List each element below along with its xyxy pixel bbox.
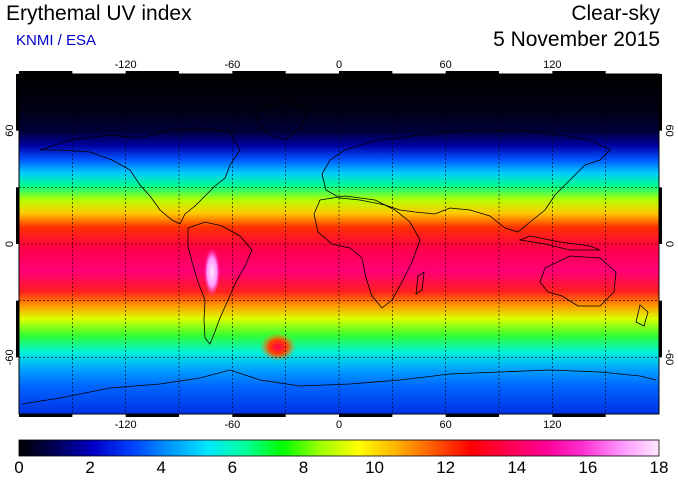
frame-tick-bottom — [552, 414, 606, 417]
longitude-label: -120 — [115, 419, 137, 431]
latitude-label: -60 — [4, 349, 16, 365]
longitude-label: 60 — [440, 59, 452, 71]
frame-tick-bottom — [19, 414, 73, 417]
latitude-label: -60 — [663, 349, 675, 365]
coast-madagascar — [415, 271, 425, 295]
colorbar-label: 18 — [650, 458, 669, 477]
coast-africa — [313, 195, 421, 309]
frame-tick-left — [16, 74, 19, 131]
latitude-labels-right: 60 0 -60 — [663, 125, 675, 366]
colorbar-label: 0 — [14, 458, 23, 477]
frame-tick-top — [339, 71, 393, 74]
uv-peak-andes — [204, 248, 220, 296]
frame-tick-bottom — [339, 414, 393, 417]
frame-tick-top — [125, 71, 179, 74]
longitude-labels-bottom: -120 -60 0 60 120 — [115, 419, 562, 431]
colorbar-label: 4 — [156, 458, 165, 477]
frame-tick-bottom — [232, 414, 286, 417]
colorbar-labels: 0 2 4 6 8 10 12 14 16 18 — [14, 458, 668, 477]
graticule — [19, 74, 659, 414]
coastlines — [21, 101, 657, 405]
frame-ticks — [16, 71, 662, 417]
colorbar-label: 6 — [228, 458, 237, 477]
longitude-label: 0 — [336, 59, 342, 71]
frame-tick-top — [19, 71, 73, 74]
frame-tick-bottom — [125, 414, 179, 417]
frame-tick-left — [16, 187, 19, 244]
frame-tick-top — [445, 71, 499, 74]
map-date: 5 November 2015 — [493, 28, 660, 51]
frame-tick-right — [659, 187, 662, 244]
coast-antarctica — [21, 369, 657, 405]
longitude-label: -60 — [224, 59, 240, 71]
map-frame — [18, 73, 660, 415]
colorbar-label: 2 — [85, 458, 94, 477]
uv-hotspot-south-atlantic — [260, 333, 296, 361]
map-subtitle: KNMI / ESA — [16, 32, 97, 49]
coast-greenland — [254, 101, 311, 141]
longitude-label: 120 — [543, 419, 561, 431]
colorbar-label: 8 — [299, 458, 308, 477]
frame-tick-top — [552, 71, 606, 74]
frame-tick-right — [659, 74, 662, 131]
colorbar — [18, 439, 660, 457]
longitude-label: 60 — [440, 419, 452, 431]
latitude-label: 0 — [4, 241, 16, 247]
longitude-label: 0 — [336, 419, 342, 431]
longitude-label: 120 — [543, 59, 561, 71]
coast-north-america — [39, 127, 241, 225]
coast-australia — [539, 255, 617, 307]
latitude-label: 60 — [663, 125, 675, 137]
latitude-label: 0 — [663, 241, 675, 247]
coast-new-zealand — [635, 304, 649, 327]
frame-tick-right — [659, 300, 662, 358]
coast-europe-asia — [321, 129, 611, 233]
frame-tick-left — [16, 300, 19, 358]
map-title: Erythemal UV index — [6, 2, 192, 25]
colorbar-label: 14 — [507, 458, 526, 477]
coast-south-america — [187, 221, 253, 345]
frame-tick-bottom — [445, 414, 499, 417]
longitude-label: -60 — [224, 419, 240, 431]
coast-indonesia — [518, 235, 601, 251]
longitude-label: -120 — [115, 59, 137, 71]
longitude-labels-top: -120 -60 0 60 120 — [115, 59, 562, 71]
frame-tick-top — [232, 71, 286, 74]
colorbar-label: 10 — [365, 458, 384, 477]
latitude-labels-left: 60 0 -60 — [4, 125, 16, 366]
colorbar-label: 16 — [578, 458, 597, 477]
latitude-label: 60 — [4, 125, 16, 137]
colorbar-label: 12 — [436, 458, 455, 477]
sky-condition: Clear-sky — [571, 2, 660, 25]
